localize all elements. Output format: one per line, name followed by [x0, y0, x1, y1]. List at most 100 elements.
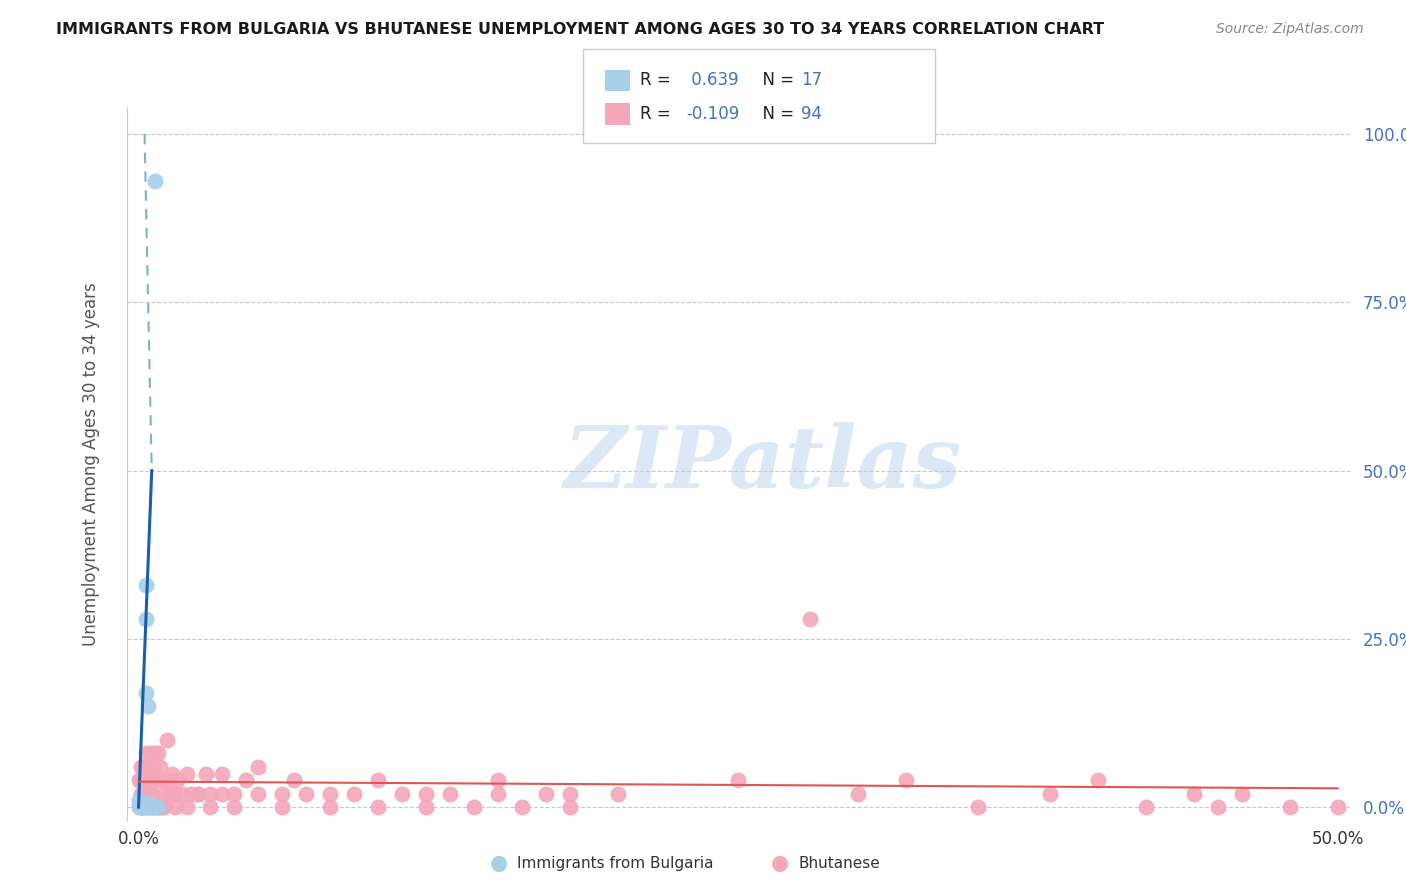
Point — [129, 800, 152, 814]
Point — [176, 800, 198, 814]
Point — [194, 766, 217, 780]
Point — [463, 800, 485, 814]
Point — [135, 686, 157, 700]
Point — [176, 766, 198, 780]
Point — [135, 612, 157, 626]
Point — [136, 766, 159, 780]
Text: 94: 94 — [801, 105, 823, 123]
Point — [211, 787, 233, 801]
Point — [143, 800, 166, 814]
Point — [160, 766, 183, 780]
Point — [247, 760, 270, 774]
Point — [135, 747, 157, 761]
Point — [967, 800, 990, 814]
Text: N =: N = — [752, 105, 800, 123]
Point — [271, 800, 294, 814]
Point — [1039, 787, 1062, 801]
Point — [129, 760, 152, 774]
Point — [152, 800, 174, 814]
Point — [271, 787, 294, 801]
Point — [510, 800, 533, 814]
Text: 17: 17 — [801, 71, 823, 89]
Point — [136, 699, 159, 714]
Point — [367, 800, 389, 814]
Point — [139, 747, 162, 761]
Point — [166, 773, 188, 788]
Point — [156, 773, 179, 788]
Point — [149, 800, 172, 814]
Point — [139, 800, 162, 814]
Point — [799, 612, 821, 626]
Text: Source: ZipAtlas.com: Source: ZipAtlas.com — [1216, 22, 1364, 37]
Point — [200, 787, 222, 801]
Point — [560, 800, 582, 814]
Point — [894, 773, 917, 788]
Text: 0.639: 0.639 — [686, 71, 738, 89]
Point — [224, 787, 246, 801]
Point — [143, 174, 166, 188]
Point — [295, 787, 318, 801]
Text: ZIPatlas: ZIPatlas — [564, 422, 962, 506]
Point — [135, 578, 157, 592]
Point — [846, 787, 869, 801]
Point — [367, 773, 389, 788]
Point — [128, 797, 150, 811]
Point — [132, 760, 155, 774]
Point — [143, 747, 166, 761]
Point — [247, 787, 270, 801]
Point — [139, 800, 162, 814]
Point — [139, 787, 162, 801]
Text: -0.109: -0.109 — [686, 105, 740, 123]
Point — [187, 787, 209, 801]
Point — [136, 787, 159, 801]
Point — [146, 747, 169, 761]
Text: IMMIGRANTS FROM BULGARIA VS BHUTANESE UNEMPLOYMENT AMONG AGES 30 TO 34 YEARS COR: IMMIGRANTS FROM BULGARIA VS BHUTANESE UN… — [56, 22, 1104, 37]
Point — [536, 787, 558, 801]
Point — [163, 800, 186, 814]
Point — [152, 773, 174, 788]
Point — [1087, 773, 1109, 788]
Point — [224, 800, 246, 814]
Point — [211, 766, 233, 780]
Point — [607, 787, 630, 801]
Point — [135, 787, 157, 801]
Text: Bhutanese: Bhutanese — [799, 856, 880, 871]
Point — [132, 773, 155, 788]
Point — [142, 760, 165, 774]
Point — [319, 800, 342, 814]
Point — [128, 793, 150, 807]
Text: ●: ● — [772, 854, 789, 873]
Point — [135, 773, 157, 788]
Point — [128, 800, 150, 814]
Point — [143, 773, 166, 788]
Point — [129, 797, 152, 811]
Point — [1135, 800, 1157, 814]
Point — [129, 787, 152, 801]
Point — [1230, 787, 1253, 801]
Point — [132, 787, 155, 801]
Point — [153, 787, 176, 801]
Text: R =: R = — [640, 71, 676, 89]
Point — [139, 797, 162, 811]
Point — [727, 773, 749, 788]
Point — [1278, 800, 1301, 814]
Point — [149, 760, 172, 774]
Point — [283, 773, 305, 788]
Point — [391, 787, 413, 801]
Text: R =: R = — [640, 105, 676, 123]
Point — [146, 800, 169, 814]
Point — [343, 787, 366, 801]
Point — [142, 787, 165, 801]
Point — [200, 800, 222, 814]
Point — [1206, 800, 1229, 814]
Point — [136, 800, 159, 814]
Point — [129, 800, 152, 814]
Text: ●: ● — [491, 854, 508, 873]
Point — [135, 800, 157, 814]
Point — [152, 800, 174, 814]
Point — [1182, 787, 1205, 801]
Point — [129, 773, 152, 788]
Point — [132, 800, 155, 814]
Point — [486, 773, 509, 788]
Point — [163, 787, 186, 801]
